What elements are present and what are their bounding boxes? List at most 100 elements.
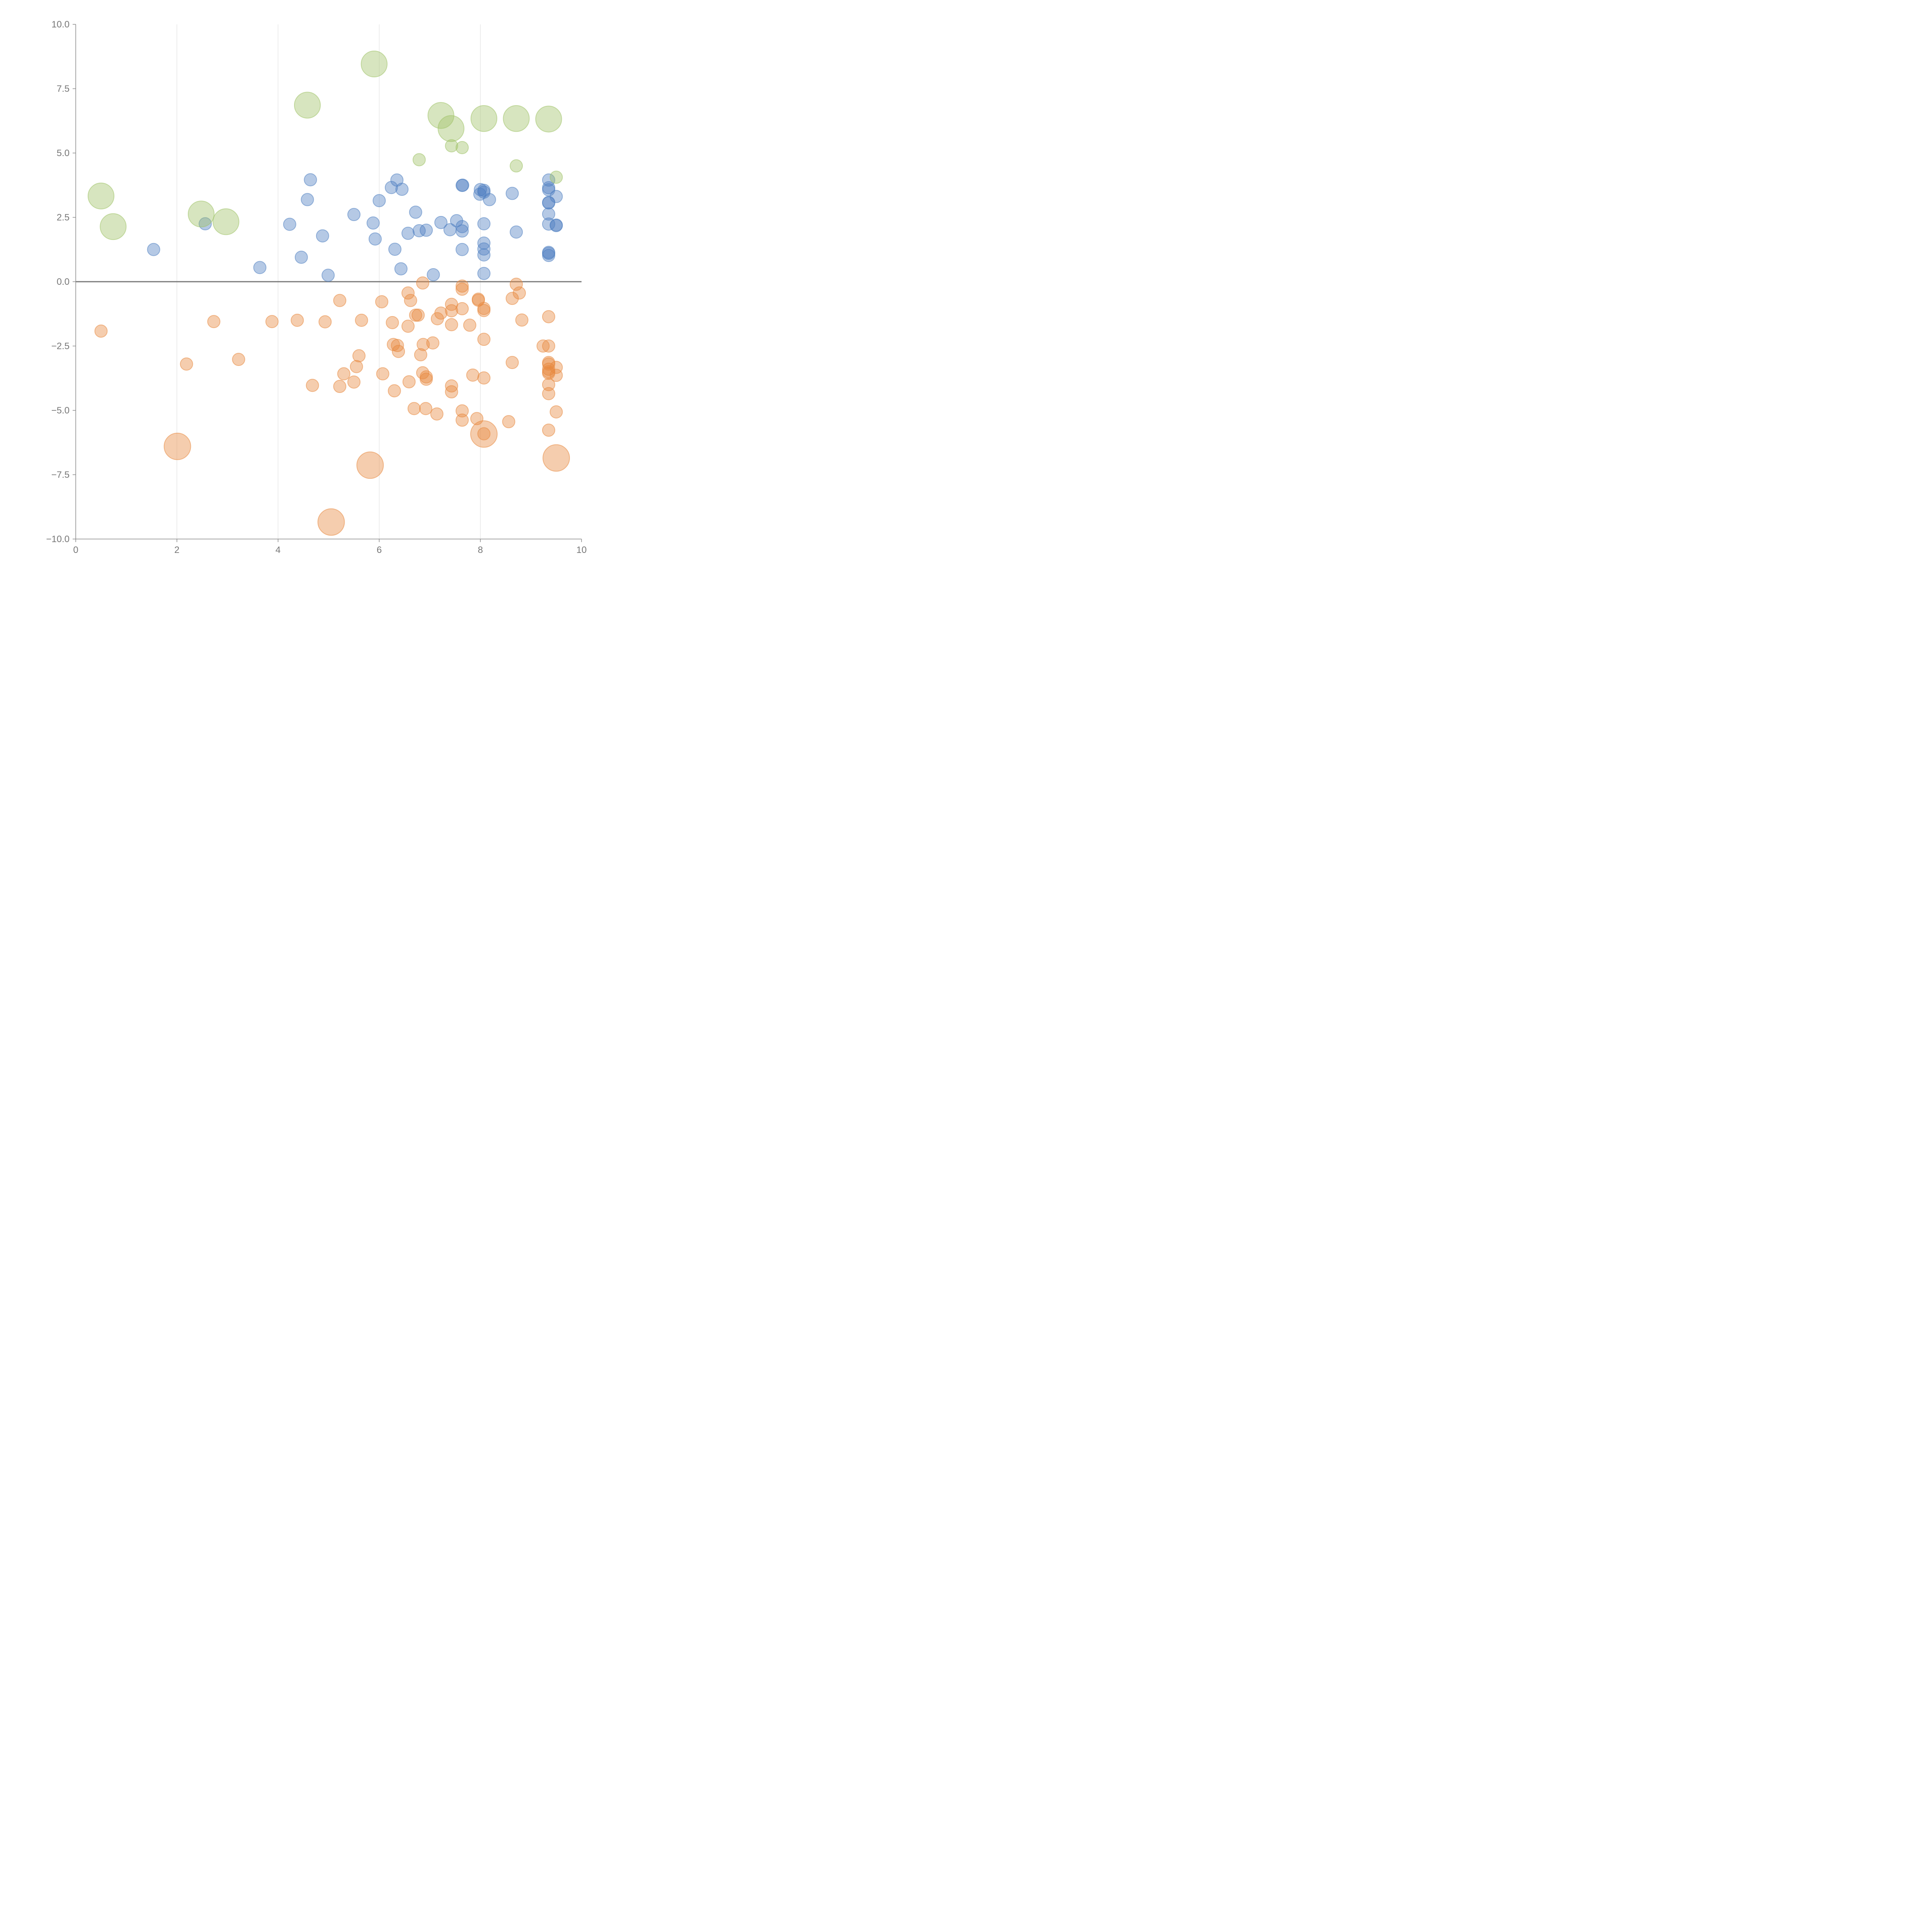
series-orange [94,276,570,536]
bubble-point [392,345,405,358]
x-tick-label: 10 [577,545,587,555]
bubble-point [388,384,401,398]
bubble-point [318,315,332,328]
bubble-point [163,432,191,460]
bubble-point [232,353,245,366]
bubble-point [291,313,304,327]
bubble-point [456,413,469,427]
bubble-point [535,105,562,133]
bubble-point [549,219,563,232]
bubble-point [419,402,432,415]
bubble-point [376,367,389,381]
bubble-point [515,313,529,327]
bubble-point [306,379,319,392]
bubble-point [304,173,317,187]
bubble-point [445,139,458,153]
y-tick-label: 0.0 [57,277,70,287]
bubble-point [542,339,555,353]
bubble-point [355,313,368,327]
bubble-point [416,276,429,290]
bubble-point [301,193,314,206]
bubble-chart: 0 2 4 6 8 10 10.0 7.5 5.0 2.5 0.0 −2.5 −5.0 −7.5 −10.0 [46,19,587,555]
bubble-point [412,153,426,167]
bubble-point [147,243,160,256]
bubble-point [294,92,321,119]
bubble-point [317,508,345,536]
bubble-point [477,371,491,385]
bubble-point [483,193,496,206]
y-tick-label: 7.5 [57,84,70,94]
axes: 0 2 4 6 8 10 10.0 7.5 5.0 2.5 0.0 −2.5 −5.0 −7.5 −10.0 [46,19,587,555]
bubble-point [180,357,193,371]
bubble-point [347,208,361,221]
bubble-point [283,218,296,231]
bubble-point [505,356,519,369]
bubble-point [372,194,386,207]
bubble-point [253,261,267,274]
bubble-point [427,102,454,129]
bubble-point [356,451,384,479]
bubble-point [347,375,361,389]
bubble-point [445,318,458,332]
bubble-point [456,179,469,192]
bubble-point [477,427,491,440]
bubble-point [401,226,415,240]
bubble-point [434,306,448,320]
bubble-point [321,269,335,282]
x-tick-label: 0 [73,545,78,555]
bubble-point [456,224,469,238]
bubble-point [94,324,108,338]
bubble-point [395,182,409,196]
bubble-point [549,190,563,203]
bubble-point [337,367,350,381]
bubble-point [437,115,464,142]
bubble-point [188,201,215,228]
bubble-point [542,196,555,210]
bubble-point [542,310,555,323]
bubble-point [542,357,555,371]
bubble-point [265,315,279,328]
bubble-point [536,339,550,353]
y-tick-label: 5.0 [57,148,70,158]
bubble-point [477,185,491,199]
bubble-point [414,348,427,362]
series-blue [147,173,563,282]
bubble-point [388,243,401,256]
bubble-point [445,385,458,399]
bubble-point [456,279,469,293]
bubble-point [477,217,491,231]
bubble-point [505,292,519,305]
x-tick-label: 2 [174,545,179,555]
bubble-point [420,223,433,237]
bubble-point [404,294,417,307]
bubble-point [294,250,308,264]
bubble-point [510,159,523,173]
bubble-point [384,181,398,194]
series-green [87,50,563,240]
bubble-point [549,369,563,382]
x-tick-label: 4 [276,545,281,555]
x-tick-label: 8 [478,545,483,555]
bubble-point [477,248,491,262]
bubble-point [512,286,526,300]
bubble-point [409,206,422,219]
y-tick-label: −2.5 [51,341,70,352]
bubble-point [401,286,415,300]
bubble-point [412,224,426,238]
bubble-point [456,302,469,315]
bubble-point [456,220,469,233]
bubble-point [463,318,476,332]
bubble-point [510,225,523,239]
bubble-point [470,420,498,448]
x-tick-label: 6 [377,545,382,555]
y-tick-label: 10.0 [51,19,70,30]
bubble-point [456,243,469,256]
y-tick-label: −10.0 [46,534,70,544]
bubble-point [477,304,491,317]
bubble-point [477,267,491,280]
bubble-point [503,105,530,132]
bubble-point [543,444,570,472]
bubble-point [361,50,388,78]
bubble-point [549,170,563,184]
bubble-point [456,404,469,418]
